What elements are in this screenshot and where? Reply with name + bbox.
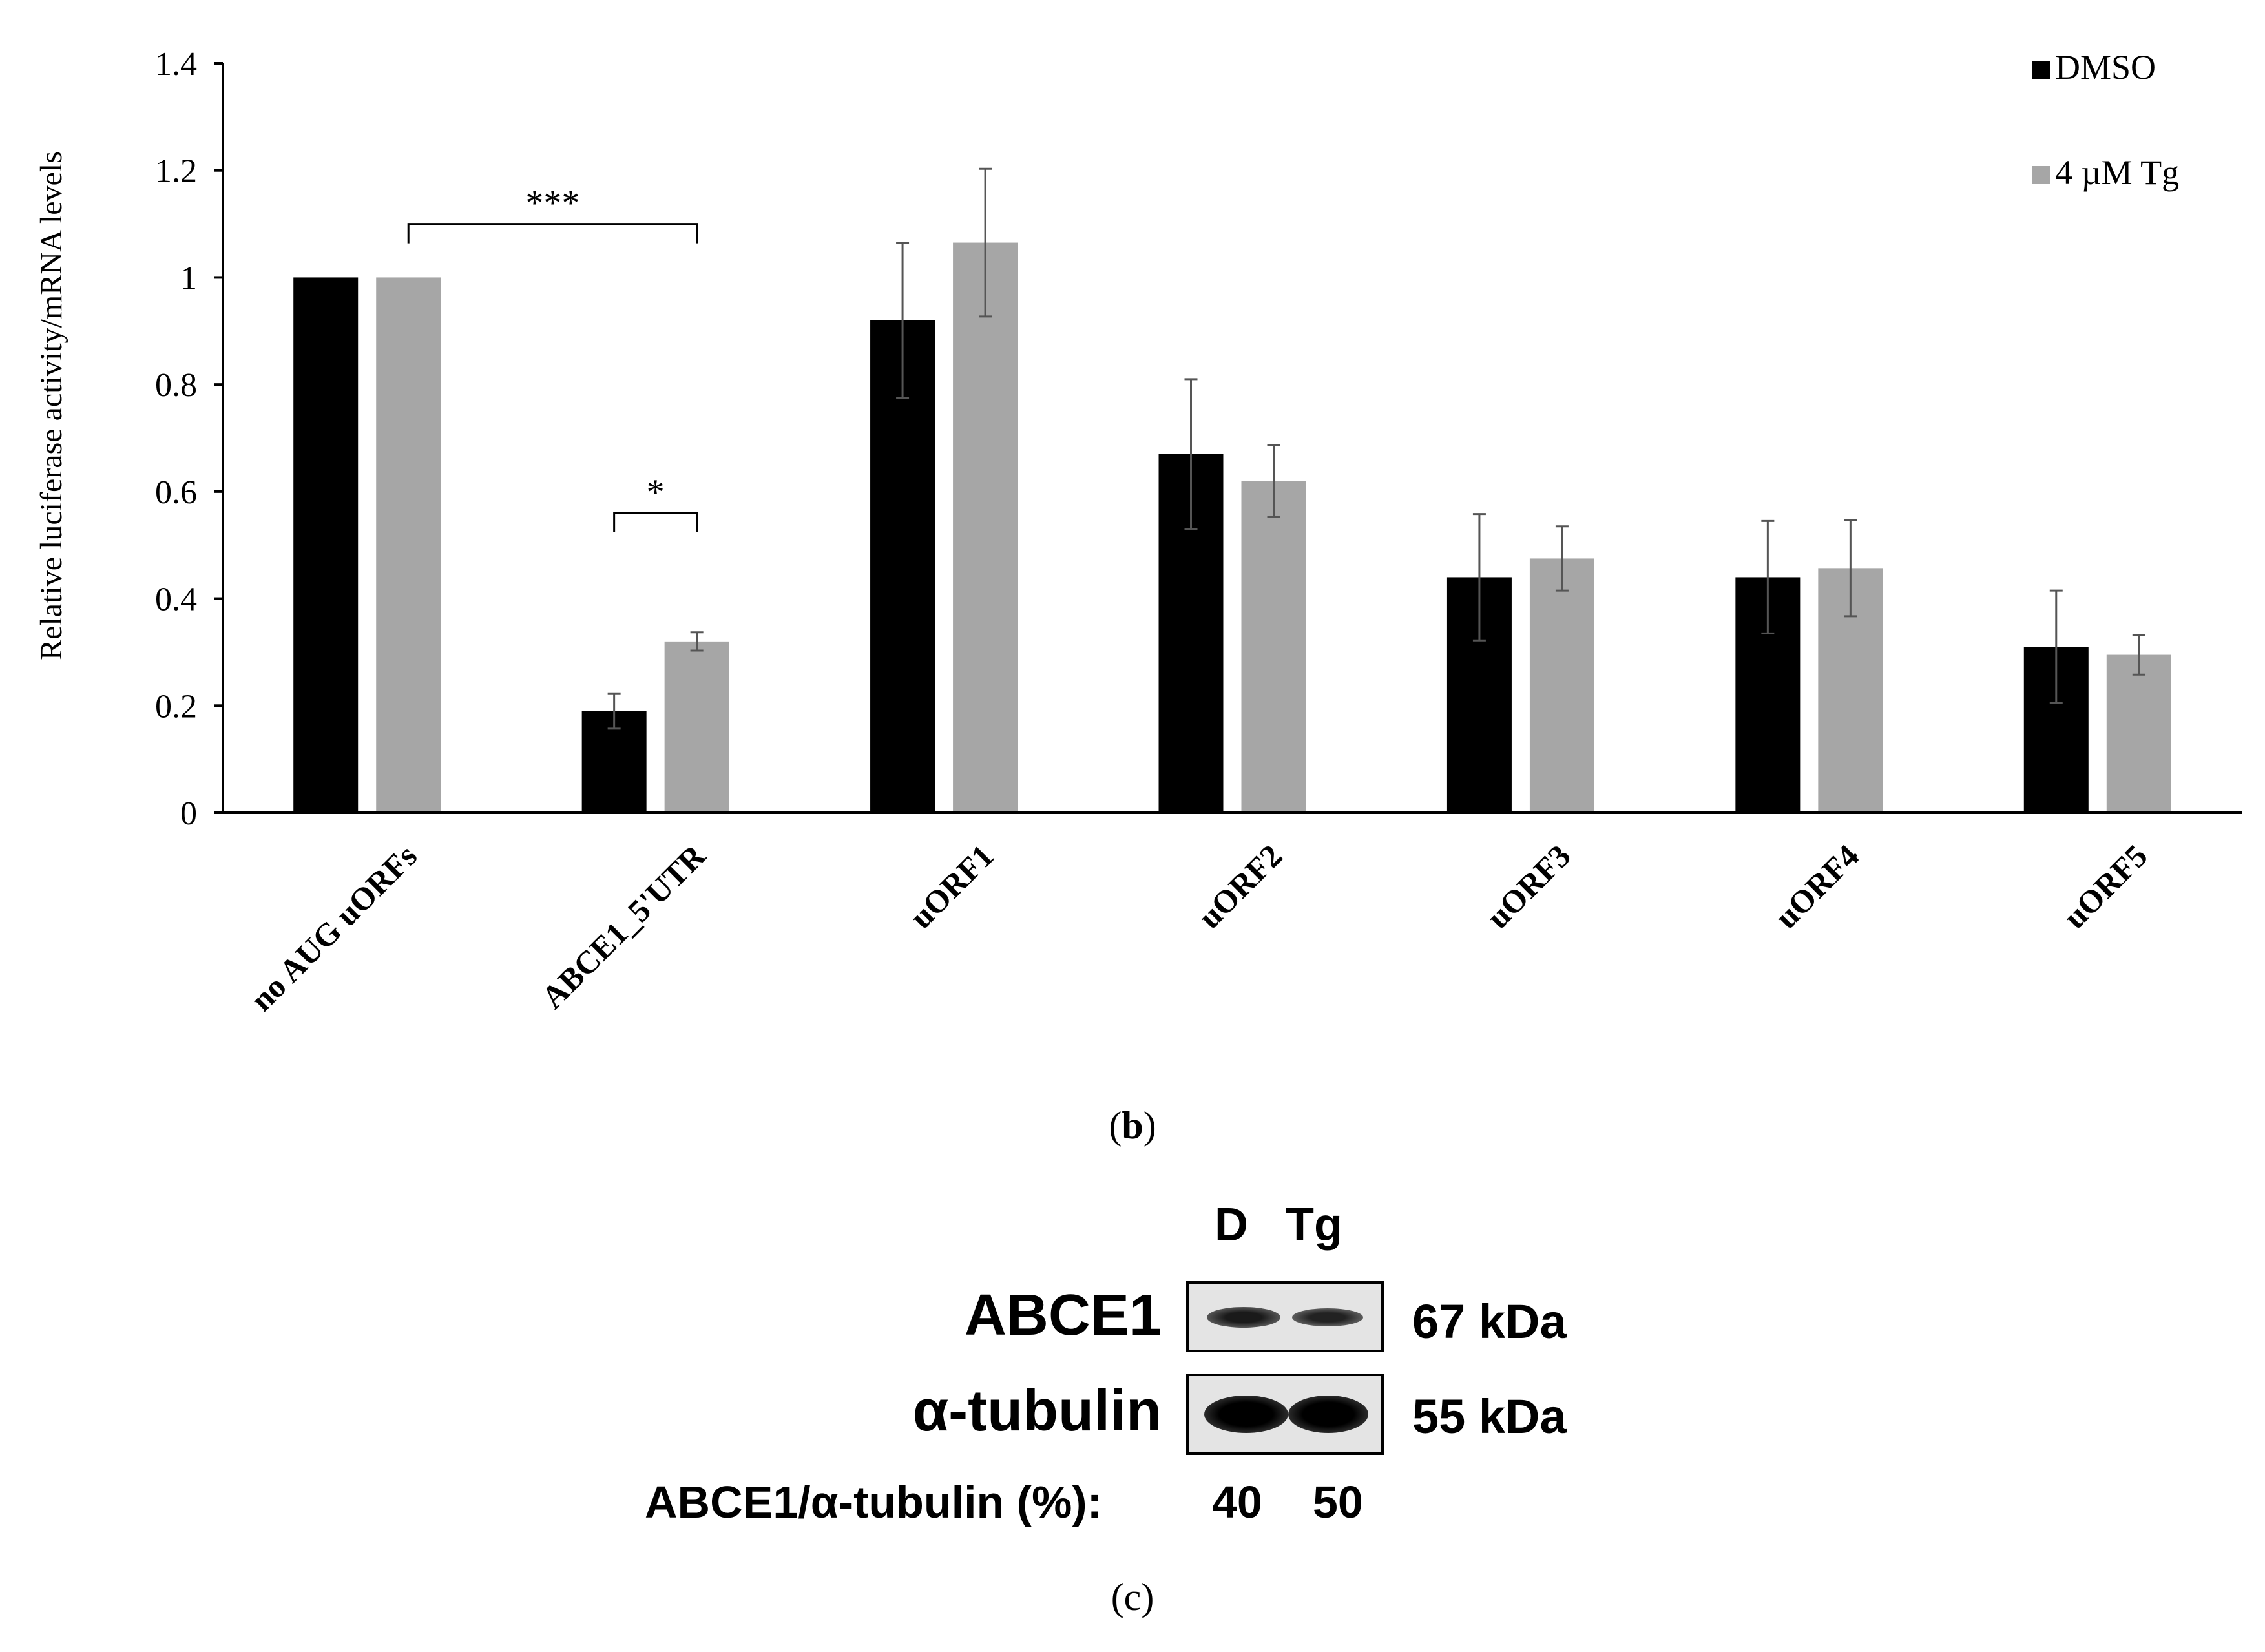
bar-tg-2 <box>953 242 1018 813</box>
band-tubulin-tg <box>1288 1396 1368 1433</box>
y-tick-label-4: 0.8 <box>155 367 197 404</box>
bar-tg-6 <box>2106 654 2171 813</box>
bar-tg-4 <box>1529 558 1594 813</box>
y-tick-label-5: 1 <box>180 260 197 297</box>
bar-tg-0 <box>376 277 441 813</box>
y-tick-label-7: 1.4 <box>155 46 197 83</box>
bar-chart: 0 0.2 0.4 0.6 0.8 1 1.2 1.4 Relative luciferase … <box>34 46 2242 1018</box>
x-tick-label-6: uORF5 <box>2056 837 2155 936</box>
ratio-label: ABCE1/α-tubulin (%): <box>645 1477 1102 1527</box>
protein-label-tubulin: α-tubulin <box>912 1379 1162 1443</box>
band-abce1-dmso <box>1207 1307 1280 1328</box>
y-tick-label-6: 1.2 <box>155 153 197 190</box>
x-tick-label-4: uORF3 <box>1479 837 1578 936</box>
x-tick-label-0: no AUG uORFs <box>244 837 424 1018</box>
x-tick-label-5: uORF4 <box>1768 837 1866 936</box>
bracket-abce1-dmso-vs-tg <box>613 512 698 532</box>
blot-image-abce1 <box>1186 1281 1384 1352</box>
lane-label-tg: Tg <box>1286 1199 1342 1251</box>
ratio-value-tg: 50 <box>1313 1477 1363 1527</box>
bar-tg-1 <box>664 641 729 813</box>
significance-label-1: * <box>647 472 665 512</box>
y-tick-label-1: 0.2 <box>155 688 197 725</box>
y-axis-title: Relative luciferase activity/mRNA levels <box>34 151 68 660</box>
lane-label-d: D <box>1215 1199 1248 1251</box>
band-tubulin-dmso <box>1204 1396 1288 1433</box>
legend-label-tg: 4 µM Tg <box>2055 153 2179 192</box>
bar-dmso-2 <box>870 320 935 813</box>
panel-c-caption: (c) <box>1111 1576 1154 1618</box>
bracket-noaug-vs-abce1 <box>407 223 698 244</box>
size-label-55kda: 55 kDa <box>1412 1390 1567 1443</box>
y-tick-label-2: 0.4 <box>155 581 197 618</box>
protein-label-abce1: ABCE1 <box>964 1283 1162 1348</box>
size-label-67kda: 67 kDa <box>1412 1295 1567 1348</box>
x-tick-label-1: ABCE1_5'UTR <box>534 837 713 1016</box>
y-tick-label-0: 0 <box>180 795 197 832</box>
y-tick-label-3: 0.6 <box>155 474 197 511</box>
x-tick-label-2: uORF1 <box>903 837 1001 936</box>
legend-swatch-tg <box>2032 166 2050 184</box>
significance-label-0: *** <box>525 183 579 224</box>
legend-label-dmso: DMSO <box>2055 48 2156 87</box>
legend-swatch-dmso <box>2032 61 2050 79</box>
bar-dmso-0 <box>293 277 359 813</box>
x-tick-label-3: uORF2 <box>1191 837 1289 936</box>
band-abce1-tg <box>1292 1308 1363 1326</box>
ratio-value-dmso: 40 <box>1212 1477 1262 1527</box>
blot-image-tubulin <box>1186 1374 1384 1455</box>
panel-b-caption: (b) <box>1109 1104 1156 1147</box>
panel-b-letter: b <box>1122 1104 1143 1147</box>
panel-c-letter: c <box>1123 1576 1142 1618</box>
bar-tg-3 <box>1241 481 1306 813</box>
